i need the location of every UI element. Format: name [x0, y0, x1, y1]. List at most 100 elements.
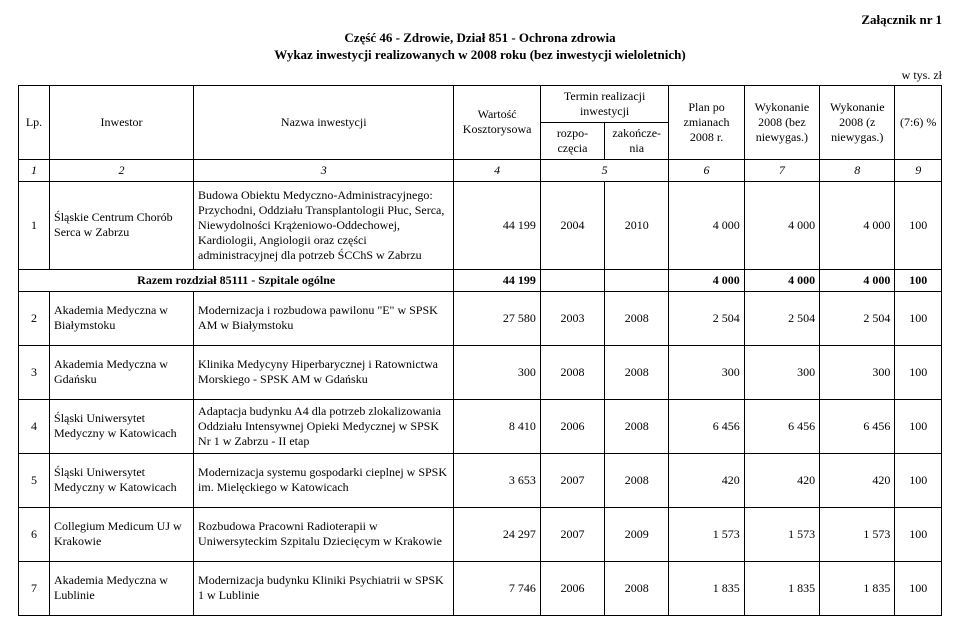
cell-exec-no: 2 504: [744, 291, 819, 345]
investments-table: Lp. Inwestor Nazwa inwestycji Wartość Ko…: [18, 85, 942, 616]
subtotal-exec-yes: 4 000: [820, 269, 895, 291]
cell-investment-name: Adaptacja budynku A4 dla potrzeb zlokali…: [194, 399, 454, 453]
cell-start: 2008: [540, 345, 604, 399]
cell-pct: 100: [895, 453, 942, 507]
title-block: Część 46 - Zdrowie, Dział 851 - Ochrona …: [18, 30, 942, 64]
table-row: 5Śląski Uniwersytet Medyczny w Katowicac…: [19, 453, 942, 507]
colnum: 2: [50, 159, 194, 181]
title-line-1: Część 46 - Zdrowie, Dział 851 - Ochrona …: [18, 30, 942, 47]
th-investment-name: Nazwa inwestycji: [194, 85, 454, 159]
cell-plan: 2 504: [669, 291, 744, 345]
th-estimate-value: Wartość Kosztorysowa: [454, 85, 540, 159]
cell-end: 2010: [605, 181, 669, 269]
cell-investment-name: Klinika Medycyny Hiperbarycznej i Ratown…: [194, 345, 454, 399]
cell-investor: Akademia Medyczna w Białymstoku: [50, 291, 194, 345]
cell-end: 2008: [605, 453, 669, 507]
cell-start: 2003: [540, 291, 604, 345]
cell-start: 2006: [540, 561, 604, 615]
cell-value: 27 580: [454, 291, 540, 345]
th-exec-no: Wykonanie 2008 (bez niewygas.): [744, 85, 819, 159]
cell-end: 2008: [605, 561, 669, 615]
th-plan: Plan po zmianach 2008 r.: [669, 85, 744, 159]
th-term-end: zakończe-nia: [605, 122, 669, 159]
subtotal-label: Razem rozdział 85111 - Szpitale ogólne: [19, 269, 454, 291]
cell-end: 2009: [605, 507, 669, 561]
table-body: 1Śląskie Centrum Chorób Serca w ZabrzuBu…: [19, 181, 942, 615]
cell-investor: Śląskie Centrum Chorób Serca w Zabrzu: [50, 181, 194, 269]
table-row: 1Śląskie Centrum Chorób Serca w ZabrzuBu…: [19, 181, 942, 269]
cell-value: 8 410: [454, 399, 540, 453]
th-term-start: rozpo-częcia: [540, 122, 604, 159]
cell-value: 44 199: [454, 181, 540, 269]
cell-pct: 100: [895, 181, 942, 269]
cell-exec-no: 1 835: [744, 561, 819, 615]
cell-exec-yes: 300: [820, 345, 895, 399]
cell-exec-yes: 2 504: [820, 291, 895, 345]
cell-value: 3 653: [454, 453, 540, 507]
cell-exec-no: 420: [744, 453, 819, 507]
cell-investor: Collegium Medicum UJ w Krakowie: [50, 507, 194, 561]
cell-plan: 4 000: [669, 181, 744, 269]
cell-start: 2007: [540, 507, 604, 561]
cell-lp: 5: [19, 453, 50, 507]
cell-investment-name: Modernizacja i rozbudowa pawilonu "E" w …: [194, 291, 454, 345]
cell-plan: 420: [669, 453, 744, 507]
title-line-2: Wykaz inwestycji realizowanych w 2008 ro…: [18, 47, 942, 64]
colnum: 3: [194, 159, 454, 181]
cell-investment-name: Modernizacja budynku Kliniki Psychiatrii…: [194, 561, 454, 615]
attachment-label: Załącznik nr 1: [18, 12, 942, 28]
table-row: 3Akademia Medyczna w GdańskuKlinika Medy…: [19, 345, 942, 399]
cell-investment-name: Rozbudowa Pracowni Radioterapii w Uniwer…: [194, 507, 454, 561]
subtotal-empty: [540, 269, 604, 291]
cell-lp: 4: [19, 399, 50, 453]
cell-plan: 6 456: [669, 399, 744, 453]
table-row: 4Śląski Uniwersytet Medyczny w Katowicac…: [19, 399, 942, 453]
cell-exec-yes: 1 835: [820, 561, 895, 615]
cell-pct: 100: [895, 345, 942, 399]
cell-value: 24 297: [454, 507, 540, 561]
th-term: Termin realizacji inwestycji: [540, 85, 669, 122]
cell-exec-yes: 420: [820, 453, 895, 507]
cell-pct: 100: [895, 291, 942, 345]
cell-pct: 100: [895, 507, 942, 561]
cell-lp: 7: [19, 561, 50, 615]
colnum: 8: [820, 159, 895, 181]
cell-lp: 2: [19, 291, 50, 345]
cell-plan: 1 573: [669, 507, 744, 561]
cell-exec-no: 4 000: [744, 181, 819, 269]
cell-investor: Śląski Uniwersytet Medyczny w Katowicach: [50, 453, 194, 507]
cell-pct: 100: [895, 399, 942, 453]
cell-exec-yes: 4 000: [820, 181, 895, 269]
cell-start: 2006: [540, 399, 604, 453]
unit-label: w tys. zł: [18, 68, 942, 83]
cell-start: 2004: [540, 181, 604, 269]
subtotal-exec-no: 4 000: [744, 269, 819, 291]
cell-exec-no: 1 573: [744, 507, 819, 561]
cell-plan: 300: [669, 345, 744, 399]
th-lp: Lp.: [19, 85, 50, 159]
cell-lp: 6: [19, 507, 50, 561]
cell-lp: 3: [19, 345, 50, 399]
th-exec-yes: Wykonanie 2008 (z niewygas.): [820, 85, 895, 159]
cell-end: 2008: [605, 345, 669, 399]
cell-investor: Akademia Medyczna w Lublinie: [50, 561, 194, 615]
subtotal-empty: [605, 269, 669, 291]
subtotal-value: 44 199: [454, 269, 540, 291]
cell-end: 2008: [605, 291, 669, 345]
table-header: Lp. Inwestor Nazwa inwestycji Wartość Ko…: [19, 85, 942, 181]
th-ratio: (7:6) %: [895, 85, 942, 159]
table-row: 7Akademia Medyczna w LublinieModernizacj…: [19, 561, 942, 615]
column-numbers-row: 1 2 3 4 5 6 7 8 9: [19, 159, 942, 181]
table-row: 2Akademia Medyczna w BiałymstokuModerniz…: [19, 291, 942, 345]
cell-exec-yes: 6 456: [820, 399, 895, 453]
colnum: 7: [744, 159, 819, 181]
colnum: 1: [19, 159, 50, 181]
cell-end: 2008: [605, 399, 669, 453]
cell-exec-no: 300: [744, 345, 819, 399]
cell-pct: 100: [895, 561, 942, 615]
colnum: 6: [669, 159, 744, 181]
colnum: 5: [540, 159, 669, 181]
cell-plan: 1 835: [669, 561, 744, 615]
cell-investor: Śląski Uniwersytet Medyczny w Katowicach: [50, 399, 194, 453]
colnum: 9: [895, 159, 942, 181]
